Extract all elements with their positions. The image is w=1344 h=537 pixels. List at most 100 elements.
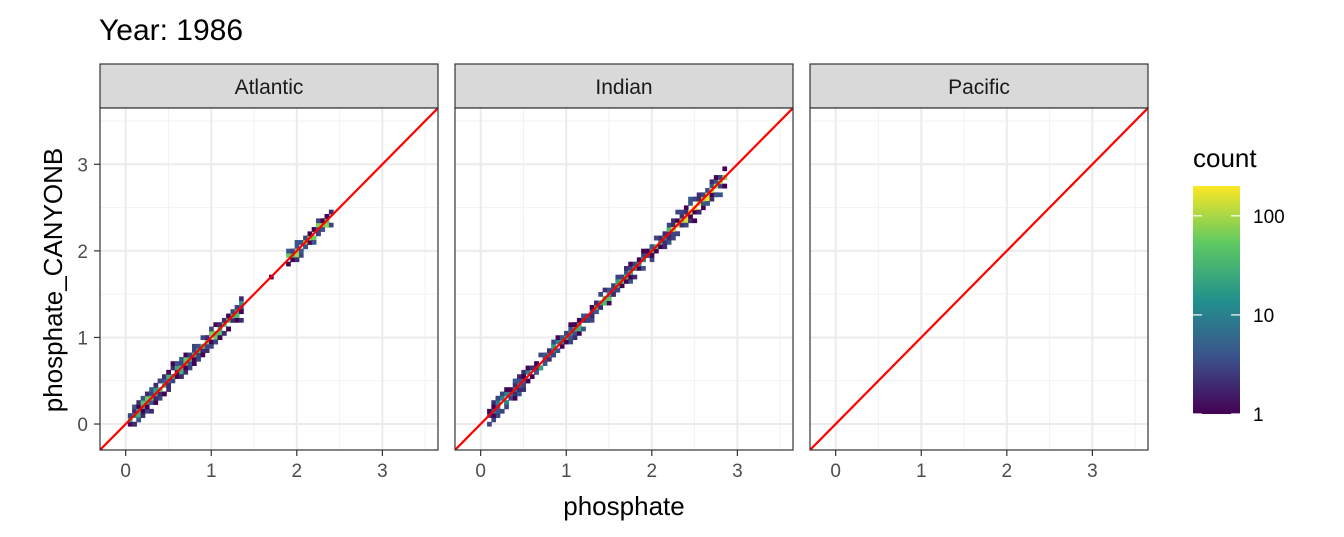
histogram-bin [491,417,497,423]
histogram-bin [517,374,522,379]
histogram-bin [688,214,693,219]
x-tick-label: 2 [1002,461,1013,482]
histogram-bin [534,369,539,375]
histogram-bin [658,244,663,250]
histogram-bin [696,209,702,215]
histogram-bin [701,192,706,198]
histogram-bin [234,304,240,310]
histogram-bin [174,361,180,366]
histogram-bin [692,218,698,224]
x-tick-label: 0 [830,461,841,482]
histogram-bin [517,391,522,397]
histogram-bin [162,374,167,379]
histogram-bin [239,317,244,323]
histogram-bin [576,326,582,332]
histogram-bin [546,348,552,353]
histogram-bin [499,395,505,401]
histogram-bin [722,166,728,172]
histogram-bin [140,395,146,401]
histogram-bin [546,356,552,362]
x-axis-label: phosphate [563,491,684,521]
histogram-bin [542,352,548,358]
histogram-bin [187,361,193,366]
histogram-bin [521,387,526,392]
histogram-bin [718,192,723,198]
histogram-bin [653,235,659,241]
histogram-bin [209,326,214,332]
histogram-bin [136,404,142,410]
histogram-bin [602,287,608,293]
histogram-bin [187,365,193,371]
histogram-bin [200,352,206,358]
histogram-bin [568,339,574,345]
histogram-bin [521,369,526,375]
histogram-bin [320,218,326,224]
histogram-bin [149,391,154,397]
histogram-bin [311,235,317,241]
histogram-bin [499,408,505,414]
histogram-bin [226,313,231,319]
histogram-bin [499,391,505,397]
histogram-bin [709,192,715,198]
histogram-bin [491,413,497,418]
histogram-bin [628,274,633,280]
histogram-bin [705,196,710,202]
histogram-bin [311,227,317,232]
histogram-bin [504,387,509,392]
histogram-bin [487,408,492,414]
histogram-bin [127,421,133,427]
histogram-bin [679,214,685,219]
histogram-bin [538,365,544,371]
panel-pacific: Pacific 0 1 2 3 [809,63,1149,482]
histogram-bin [234,313,240,319]
x-tick-label: 1 [206,461,217,482]
histogram-bin [683,218,689,224]
histogram-bin [525,378,531,384]
histogram-bin [504,404,509,410]
histogram-bin [692,196,698,202]
histogram-bin [718,183,723,189]
histogram-bin [517,378,522,384]
histogram-bin [555,339,561,345]
histogram-bin [636,266,642,271]
histogram-bin [183,356,189,362]
histogram-bin [628,266,633,271]
histogram-bin [170,361,176,366]
histogram-bin [204,343,210,349]
histogram-bin [551,343,556,349]
histogram-bin [495,408,501,414]
identity-line [810,108,1148,450]
histogram-bin [196,356,201,362]
histogram-bin [581,326,586,332]
histogram-bin [328,209,334,215]
histogram-bin [166,374,171,379]
legend-break-label: 100 [1253,207,1285,228]
histogram-bin [589,304,595,310]
histogram-bin [136,400,142,405]
histogram-bin [555,335,561,341]
x-tick-label: 1 [561,461,572,482]
histogram-bin [144,404,150,410]
histogram-bin [157,378,163,384]
histogram-bin [234,317,240,323]
histogram-bin [568,322,574,328]
histogram-bin [649,244,655,250]
histogram-bin [183,365,189,371]
histogram-bin [221,330,227,336]
histogram-bin [551,352,556,358]
histogram-bin [713,192,719,198]
histogram-bin [153,382,159,388]
y-tick-label: 2 [77,242,88,263]
histogram-bin [666,227,672,232]
y-tick-label: 0 [77,415,88,436]
x-tick-label: 0 [475,461,486,482]
histogram-bin [132,421,137,427]
histogram-bin [191,361,197,366]
histogram-bin [311,240,317,245]
histogram-bin [149,400,154,405]
histogram-bin [213,322,219,328]
histogram-bin [683,222,689,228]
histogram-bin [191,356,197,362]
histogram-bin [512,382,518,388]
